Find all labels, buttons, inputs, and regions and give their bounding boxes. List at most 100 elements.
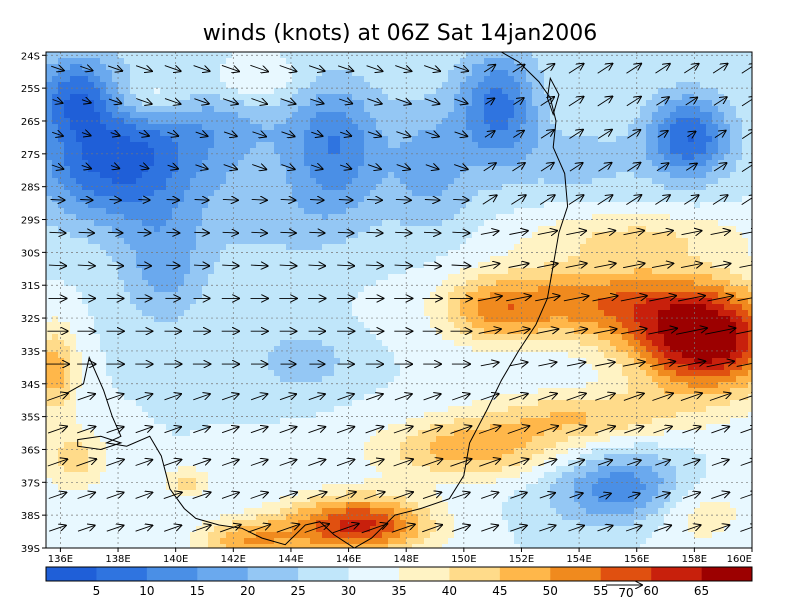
heatmap-cell bbox=[334, 130, 341, 137]
heatmap-cell bbox=[472, 124, 479, 131]
heatmap-cell bbox=[292, 148, 299, 155]
heatmap-cell bbox=[370, 94, 377, 101]
heatmap-cell bbox=[514, 76, 521, 83]
heatmap-cell bbox=[70, 154, 77, 161]
heatmap-cell bbox=[316, 256, 323, 263]
heatmap-cell bbox=[190, 274, 197, 281]
heatmap-cell bbox=[382, 226, 389, 233]
heatmap-cell bbox=[316, 298, 323, 305]
heatmap-cell bbox=[298, 208, 305, 215]
heatmap-cell bbox=[724, 250, 731, 257]
heatmap-cell bbox=[598, 184, 605, 191]
heatmap-cell bbox=[238, 70, 245, 77]
heatmap-cell bbox=[736, 196, 743, 203]
heatmap-cell bbox=[364, 70, 371, 77]
heatmap-cell bbox=[64, 304, 71, 311]
heatmap-cell bbox=[574, 244, 581, 251]
heatmap-cell bbox=[376, 148, 383, 155]
heatmap-cell bbox=[106, 106, 113, 113]
heatmap-cell bbox=[268, 166, 275, 173]
heatmap-cell bbox=[640, 238, 647, 245]
heatmap-cell bbox=[256, 226, 263, 233]
heatmap-cell bbox=[556, 172, 563, 179]
heatmap-cell bbox=[628, 226, 635, 233]
heatmap-cell bbox=[556, 250, 563, 257]
heatmap-cell bbox=[430, 184, 437, 191]
heatmap-cell bbox=[268, 292, 275, 299]
heatmap-cell bbox=[682, 124, 689, 131]
heatmap-cell bbox=[346, 184, 353, 191]
heatmap-cell bbox=[334, 166, 341, 173]
heatmap-cell bbox=[418, 160, 425, 167]
heatmap-cell bbox=[220, 178, 227, 185]
heatmap-cell bbox=[736, 262, 743, 269]
heatmap-cell bbox=[88, 226, 95, 233]
heatmap-cell bbox=[430, 244, 437, 251]
heatmap-cell bbox=[568, 58, 575, 65]
heatmap-cell bbox=[616, 274, 623, 281]
heatmap-cell bbox=[130, 76, 137, 83]
heatmap-cell bbox=[622, 172, 629, 179]
heatmap-cell bbox=[664, 256, 671, 263]
heatmap-cell bbox=[172, 58, 179, 65]
heatmap-cell bbox=[220, 172, 227, 179]
heatmap-cell bbox=[580, 160, 587, 167]
heatmap-cell bbox=[646, 280, 653, 287]
heatmap-cell bbox=[70, 238, 77, 245]
heatmap-cell bbox=[586, 154, 593, 161]
heatmap-cell bbox=[124, 136, 131, 143]
heatmap-cell bbox=[454, 124, 461, 131]
heatmap-cell bbox=[442, 148, 449, 155]
heatmap-cell bbox=[112, 118, 119, 125]
heatmap-cell bbox=[394, 106, 401, 113]
heatmap-cell bbox=[322, 94, 329, 101]
heatmap-cell bbox=[658, 214, 665, 221]
heatmap-cell bbox=[58, 214, 65, 221]
heatmap-cell bbox=[310, 76, 317, 83]
heatmap-cell bbox=[322, 208, 329, 215]
heatmap-cell bbox=[184, 184, 191, 191]
heatmap-cell bbox=[508, 172, 515, 179]
heatmap-cell bbox=[586, 202, 593, 209]
heatmap-cell bbox=[544, 154, 551, 161]
heatmap-cell bbox=[220, 268, 227, 275]
heatmap-cell bbox=[106, 274, 113, 281]
heatmap-cell bbox=[190, 106, 197, 113]
heatmap-cell bbox=[502, 70, 509, 77]
heatmap-cell bbox=[610, 250, 617, 257]
heatmap-cell bbox=[724, 232, 731, 239]
heatmap-cell bbox=[712, 220, 719, 227]
heatmap-cell bbox=[670, 94, 677, 101]
heatmap-cell bbox=[556, 106, 563, 113]
heatmap-cell bbox=[610, 184, 617, 191]
heatmap-cell bbox=[556, 118, 563, 125]
heatmap-cell bbox=[148, 202, 155, 209]
heatmap-cell bbox=[472, 64, 479, 71]
heatmap-cell bbox=[46, 58, 53, 65]
heatmap-cell bbox=[526, 274, 533, 281]
heatmap-cell bbox=[58, 160, 65, 167]
heatmap-cell bbox=[694, 238, 701, 245]
heatmap-cell bbox=[490, 142, 497, 149]
heatmap-cell bbox=[274, 196, 281, 203]
heatmap-cell bbox=[106, 220, 113, 227]
heatmap-cell bbox=[406, 112, 413, 119]
heatmap-cell bbox=[262, 112, 269, 119]
heatmap-cell bbox=[682, 184, 689, 191]
heatmap-cell bbox=[502, 184, 509, 191]
heatmap-cell bbox=[214, 304, 221, 311]
heatmap-cell bbox=[172, 226, 179, 233]
heatmap-cell bbox=[76, 52, 83, 59]
heatmap-cell bbox=[394, 100, 401, 107]
heatmap-cell bbox=[232, 112, 239, 119]
heatmap-cell bbox=[430, 112, 437, 119]
heatmap-cell bbox=[496, 262, 503, 269]
heatmap-cell bbox=[238, 172, 245, 179]
heatmap-cell bbox=[580, 208, 587, 215]
heatmap-cell bbox=[472, 136, 479, 143]
heatmap-cell bbox=[334, 226, 341, 233]
heatmap-cell bbox=[658, 196, 665, 203]
heatmap-cell bbox=[490, 148, 497, 155]
heatmap-cell bbox=[508, 268, 515, 275]
heatmap-cell bbox=[214, 148, 221, 155]
